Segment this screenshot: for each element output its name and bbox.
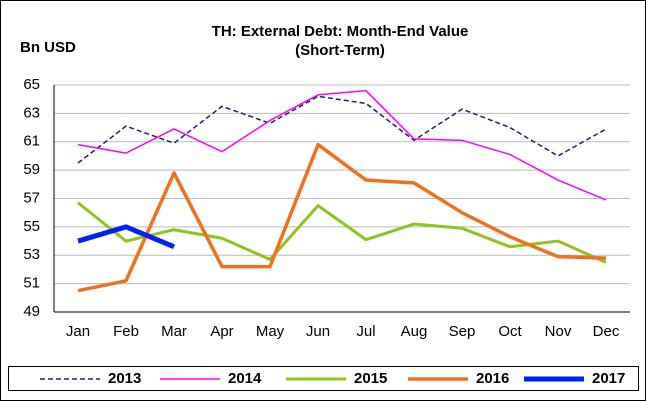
series-line — [77, 224, 175, 250]
x-tick-label: May — [256, 323, 285, 340]
y-tick-label: 55 — [23, 218, 40, 235]
x-tick-label: Mar — [161, 323, 187, 340]
y-tick-label: 51 — [23, 275, 40, 292]
y-tick-label: 65 — [23, 76, 40, 93]
y-tick-label: 53 — [23, 246, 40, 263]
x-tick-label: Apr — [210, 323, 233, 340]
x-tick-label: Jan — [66, 323, 90, 340]
y-tick-label: 59 — [23, 161, 40, 178]
x-tick-label: Jul — [356, 323, 375, 340]
series-line — [77, 142, 607, 293]
legend-label: 2016 — [476, 370, 509, 387]
legend-label: 2015 — [354, 370, 387, 387]
x-tick-label: Sep — [449, 323, 476, 340]
chart-subtitle: (Short-Term) — [295, 42, 385, 59]
x-tick-label: Feb — [113, 323, 139, 340]
y-axis-label: Bn USD — [20, 39, 76, 56]
x-tick-label: Dec — [593, 323, 620, 340]
x-tick-label: Oct — [498, 323, 522, 340]
y-tick-label: 57 — [23, 189, 40, 206]
x-tick-label: Aug — [401, 323, 428, 340]
x-tick-label: Jun — [306, 323, 330, 340]
series-line — [77, 89, 607, 201]
series-line — [77, 95, 607, 164]
y-tick-label: 63 — [23, 104, 40, 121]
y-tick-label: 61 — [23, 133, 40, 150]
series-line — [77, 201, 607, 264]
legend-label: 2014 — [228, 370, 262, 387]
y-tick-label: 49 — [23, 303, 40, 320]
x-tick-label: Nov — [545, 323, 572, 340]
legend-label: 2013 — [108, 370, 141, 387]
chart-title: TH: External Debt: Month-End Value — [212, 23, 469, 40]
legend-label: 2017 — [592, 370, 625, 387]
